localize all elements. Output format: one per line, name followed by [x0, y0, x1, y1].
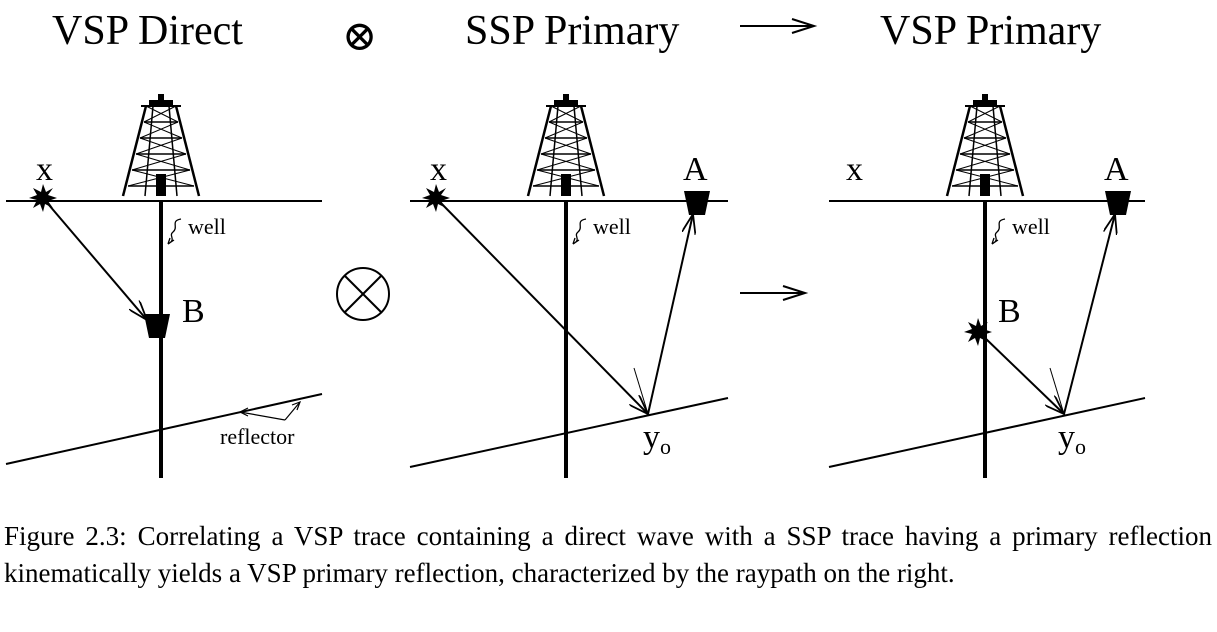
well-pointer-icon: [572, 218, 587, 245]
well-label: well: [188, 214, 226, 239]
reflector-line: [828, 397, 1146, 468]
source-label: x: [430, 151, 447, 188]
heading-yields-arrow: [740, 18, 818, 34]
figure-caption: Figure 2.3: Correlating a VSP trace cont…: [4, 521, 1212, 588]
yields-arrow-icon: [740, 285, 809, 301]
reflection-point-label: yo: [1058, 419, 1086, 459]
receiver-a-label: A: [1104, 151, 1129, 188]
reflector-label: reflector: [220, 424, 295, 449]
incident-raypath: [435, 197, 648, 414]
reflector-line: [5, 393, 323, 465]
source-label: x: [846, 151, 863, 188]
panel-ssp-primary: x A well yo: [409, 92, 729, 478]
receiver-a-icon: [1105, 191, 1131, 215]
heading-ssp-primary: SSP Primary: [465, 8, 679, 54]
panel-vsp-primary: x A B well yo: [828, 92, 1146, 478]
reflector-pointer-icon: [238, 400, 302, 421]
reflected-raypath: [647, 214, 693, 415]
well-pointer-icon: [991, 218, 1006, 245]
heading-operator-otimes: ⊗: [342, 14, 377, 60]
reflector-line: [409, 397, 729, 468]
receiver-a-icon: [684, 191, 710, 215]
direct-raypath: [42, 197, 147, 320]
receiver-b-label: B: [182, 293, 205, 330]
reflected-raypath: [1063, 214, 1115, 415]
figure-diagram: VSP Direct ⊗ SSP Primary VSP Primary x B…: [5, 8, 1146, 478]
well-label: well: [593, 214, 631, 239]
well-label: well: [1012, 214, 1050, 239]
derrick-icon: [945, 92, 1025, 198]
reflection-normal: [1049, 367, 1065, 415]
heading-vsp-primary: VSP Primary: [880, 8, 1101, 54]
reflection-normal: [633, 367, 649, 415]
reflection-point-label: yo: [643, 419, 671, 459]
well-pointer-icon: [167, 218, 182, 245]
receiver-b-icon: [144, 314, 170, 338]
source-label: x: [36, 151, 53, 188]
incident-raypath: [982, 335, 1064, 414]
heading-vsp-direct: VSP Direct: [52, 8, 243, 54]
correlation-operator-icon: [336, 267, 390, 321]
derrick-icon: [526, 92, 606, 198]
receiver-b-label: B: [998, 293, 1021, 330]
receiver-a-label: A: [683, 151, 708, 188]
panel-vsp-direct: x B well reflector: [5, 92, 323, 478]
derrick-icon: [121, 92, 201, 198]
